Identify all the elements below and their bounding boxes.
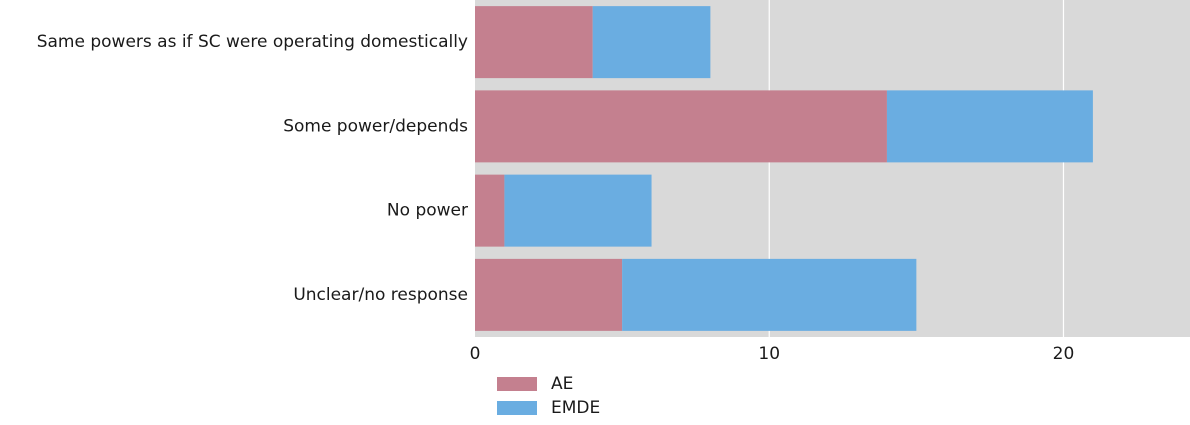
x-tick-label-0: 0 [470,344,481,364]
bar-emde-0 [592,6,711,79]
bar-emde-3 [622,258,917,331]
x-tick-labels: 0 10 20 [470,344,1075,364]
bar-ae-0 [475,6,593,79]
x-tick-label-10: 10 [758,344,780,364]
bar-ae-3 [475,258,623,331]
legend: AE EMDE [497,374,600,418]
bar-ae-1 [475,90,887,163]
category-label-1: Some power/depends [283,116,468,136]
x-tick-label-20: 20 [1053,344,1075,364]
bars [475,6,1093,331]
bar-ae-2 [475,174,505,247]
legend-label-emde: EMDE [551,398,600,418]
bar-emde-2 [504,174,652,247]
legend-label-ae: AE [551,374,573,394]
category-label-0: Same powers as if SC were operating dome… [37,32,468,52]
category-label-3: Unclear/no response [293,285,468,305]
legend-swatch-emde [497,401,537,415]
bar-emde-1 [886,90,1093,163]
category-labels: Same powers as if SC were operating dome… [37,32,468,305]
legend-swatch-ae [497,377,537,391]
category-label-2: No power [387,201,468,221]
